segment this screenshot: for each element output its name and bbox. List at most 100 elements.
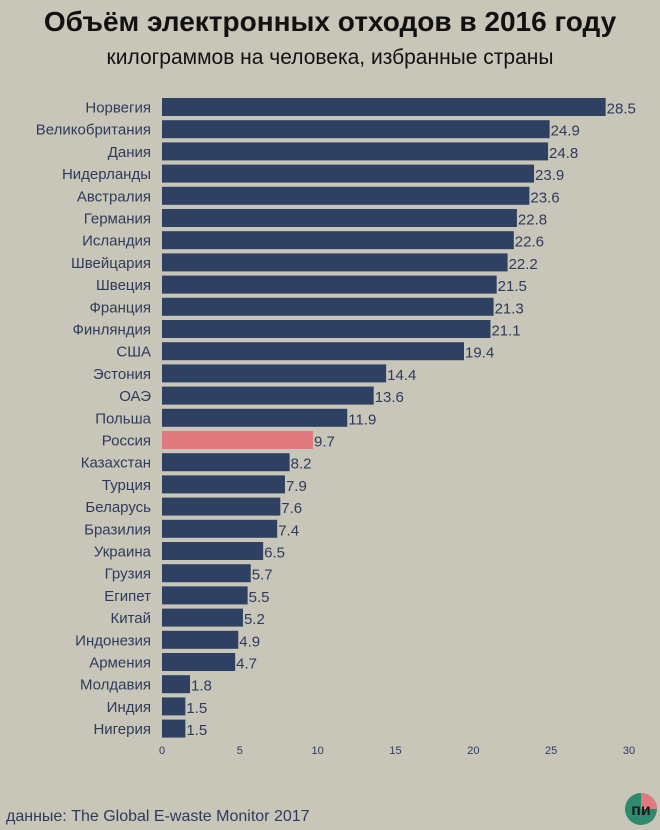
bar-28: [162, 697, 186, 716]
x-tick-label: 0: [159, 745, 165, 757]
x-tick-label: 30: [623, 745, 635, 757]
bar-29: [162, 719, 186, 738]
bar-15: [162, 408, 348, 427]
value-label: 4.7: [236, 656, 257, 673]
value-label: 13.6: [375, 389, 404, 406]
bar-22: [162, 564, 251, 583]
bar-10: [162, 297, 494, 316]
category-label: Индия: [107, 699, 151, 716]
x-tick-label: 10: [312, 745, 324, 757]
category-label: Китай: [110, 610, 151, 627]
value-label: 1.5: [186, 700, 207, 717]
x-tick-label: 15: [389, 745, 401, 757]
bar-21: [162, 542, 264, 560]
bar-9: [162, 275, 497, 294]
category-label: Австралия: [77, 188, 151, 205]
category-label: Индонезия: [75, 632, 151, 649]
value-label: 5.7: [252, 567, 273, 584]
value-label: 21.5: [498, 278, 527, 295]
value-label: 5.2: [244, 611, 265, 628]
chart-subtitle: килограммов на человека, избранные стран…: [106, 46, 554, 69]
category-label: Россия: [102, 433, 151, 450]
category-label: Норвегия: [85, 100, 151, 117]
category-label: Турция: [102, 477, 151, 494]
value-label: 24.9: [551, 123, 580, 140]
category-label: Франция: [90, 299, 151, 316]
category-label: Украина: [94, 544, 152, 561]
value-label: 23.6: [530, 189, 559, 206]
category-label: Польша: [95, 410, 151, 427]
x-tick-label: 20: [467, 745, 479, 757]
bar-16: [162, 431, 313, 449]
category-label: Нидерланды: [62, 166, 151, 183]
category-label: Молдавия: [80, 677, 151, 694]
bar-13: [162, 364, 387, 383]
value-label: 7.9: [286, 478, 307, 495]
bar-27: [162, 675, 191, 694]
category-label: Нигерия: [93, 721, 151, 738]
value-label: 19.4: [465, 345, 494, 362]
bar-6: [162, 209, 517, 227]
logo-letters: пи: [631, 802, 651, 819]
value-label: 23.9: [535, 167, 564, 184]
bar-1: [162, 98, 606, 116]
category-label: Великобритания: [36, 122, 151, 139]
category-label: Бразилия: [84, 521, 151, 538]
category-label: Финляндия: [73, 322, 151, 339]
category-label: Дания: [108, 144, 151, 161]
value-label: 4.9: [239, 633, 260, 650]
bar-8: [162, 253, 508, 272]
bar-25: [162, 630, 239, 649]
category-label: Эстония: [93, 366, 151, 383]
bar-26: [162, 653, 236, 671]
x-tick-label: 25: [545, 745, 557, 757]
bar-11: [162, 320, 491, 338]
bar-2: [162, 120, 550, 139]
bar-14: [162, 386, 374, 405]
bar-24: [162, 608, 243, 627]
category-label: Исландия: [82, 233, 151, 250]
value-label: 8.2: [291, 456, 312, 473]
category-label: США: [116, 344, 151, 361]
bar-7: [162, 231, 514, 250]
category-label: Грузия: [105, 566, 151, 583]
value-label: 11.9: [348, 411, 376, 428]
value-label: 1.8: [191, 678, 212, 695]
x-tick-label: 5: [237, 745, 243, 757]
value-label: 22.6: [515, 234, 544, 251]
value-label: 22.2: [509, 256, 538, 273]
value-label: 9.7: [314, 434, 335, 451]
category-label: ОАЭ: [119, 388, 151, 405]
category-label: Германия: [84, 211, 151, 228]
bar-5: [162, 186, 530, 205]
bar-17: [162, 453, 290, 472]
source-note: данные: The Global E-waste Monitor 2017: [6, 808, 310, 825]
value-label: 24.8: [549, 145, 578, 162]
category-label: Беларусь: [85, 499, 151, 516]
publisher-logo: пи: [625, 793, 657, 825]
chart-title: Объём электронных отходов в 2016 году: [43, 6, 617, 37]
value-label: 21.1: [491, 323, 520, 340]
category-label: Швейцария: [71, 255, 151, 272]
value-label: 6.5: [264, 545, 285, 562]
value-label: 5.5: [249, 589, 270, 606]
bar-12: [162, 342, 464, 361]
value-label: 21.3: [495, 300, 524, 317]
bar-20: [162, 519, 278, 538]
value-label: 28.5: [607, 101, 636, 118]
bar-19: [162, 497, 281, 516]
category-label: Швеция: [96, 277, 151, 294]
bar-23: [162, 586, 248, 605]
value-label: 7.4: [278, 522, 299, 539]
value-label: 1.5: [186, 722, 207, 739]
bar-chart: Норвегия 28.5 Великобритания 24.9 Дания 24.8 Н…: [36, 98, 636, 757]
value-label: 22.8: [518, 212, 547, 229]
bar-4: [162, 164, 535, 183]
category-label: Египет: [104, 588, 151, 605]
category-label: Казахстан: [81, 455, 151, 472]
value-label: 7.6: [281, 500, 302, 517]
value-label: 14.4: [387, 367, 416, 384]
category-label: Армения: [89, 655, 151, 672]
bar-3: [162, 142, 549, 161]
bar-18: [162, 475, 285, 494]
